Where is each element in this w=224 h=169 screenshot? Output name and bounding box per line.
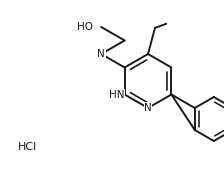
- Text: N: N: [144, 103, 152, 113]
- Text: HN: HN: [109, 90, 125, 100]
- Text: N: N: [97, 49, 105, 59]
- Text: HCl: HCl: [18, 142, 37, 152]
- Text: HO: HO: [77, 22, 93, 32]
